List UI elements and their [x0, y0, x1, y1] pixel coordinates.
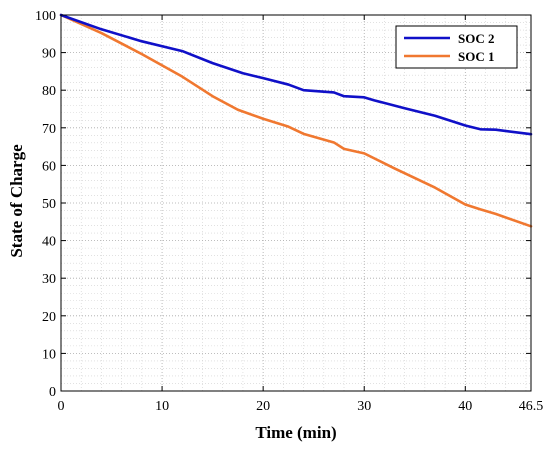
- y-tick-label: 100: [35, 9, 56, 24]
- legend-label-soc-2: SOC 2: [458, 31, 494, 46]
- tick-labels: 0 10 20 30 40 46.5 0 10 20 30 40 50 60 70 80 90 100: [35, 9, 543, 414]
- y-tick-label: 70: [42, 122, 56, 137]
- series-line-soc-2: [59, 13, 533, 136]
- series-line-soc-1: [59, 13, 533, 228]
- x-tick-label: 0: [58, 399, 65, 414]
- legend-box: [395, 25, 518, 69]
- y-tick-label: 50: [42, 197, 56, 212]
- x-tick-label: 40: [458, 399, 472, 414]
- y-axis-title: State of Charge: [7, 144, 26, 258]
- series-lines: [59, 13, 533, 228]
- legend-label-soc-1: SOC 1: [458, 49, 494, 64]
- x-axis-title: Time (min): [255, 423, 336, 442]
- x-tick-label: 20: [256, 399, 270, 414]
- plot-frame: [60, 14, 532, 392]
- y-tick-label: 10: [42, 347, 56, 362]
- grid: [60, 14, 532, 392]
- y-tick-label: 0: [49, 385, 56, 400]
- y-tick-label: 60: [42, 159, 56, 174]
- legend: SOC 2 SOC 1: [395, 25, 518, 69]
- y-tick-label: 20: [42, 310, 56, 325]
- y-tick-label: 30: [42, 272, 56, 287]
- y-tick-label: 90: [42, 47, 56, 62]
- x-tick-label: 30: [357, 399, 371, 414]
- x-tick-label: 10: [155, 399, 169, 414]
- y-tick-label: 80: [42, 84, 56, 99]
- x-tick-label: 46.5: [519, 399, 544, 414]
- y-tick-label: 40: [42, 235, 56, 250]
